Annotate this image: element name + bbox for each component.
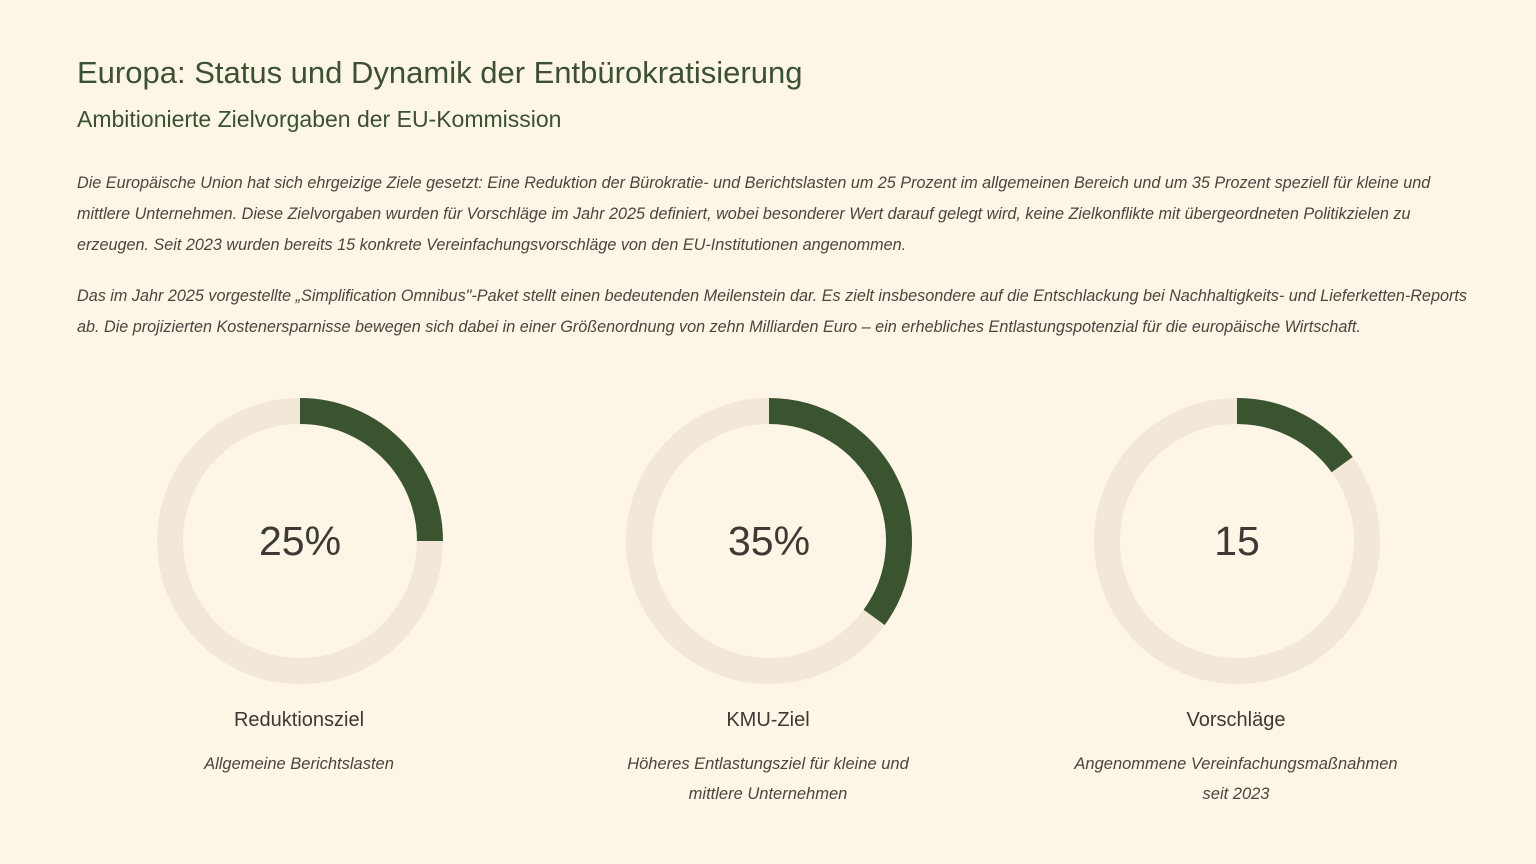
metric-description: Allgemeine Berichtslasten: [204, 755, 394, 773]
intro-paragraph: Die Europäische Union hat sich ehrgeizig…: [77, 174, 1431, 254]
metric-value: 25%: [259, 518, 341, 564]
metric-value: 35%: [728, 518, 810, 564]
metric-value: 15: [1214, 518, 1260, 564]
donut-chart-kmu-ziel: 35%: [626, 398, 912, 684]
metric-description: Angenommene Vereinfachungsmaßnahmen seit…: [1074, 755, 1398, 803]
omnibus-paragraph: Das im Jahr 2025 vorgestellte „Simplific…: [77, 287, 1467, 336]
donut-value-arc: [768, 398, 912, 626]
metric-label: Reduktionsziel: [233, 709, 365, 731]
metric-description: Höheres Entlastungsziel für kleine und m…: [627, 755, 909, 803]
donut-value-arc: [299, 398, 443, 542]
page-title: Europa: Status und Dynamik der Entbürokr…: [77, 55, 803, 90]
donut-value-arc: [1236, 398, 1353, 473]
donut-chart-vorschlaege: 15: [1094, 398, 1380, 684]
metric-label: KMU-Ziel: [726, 709, 810, 731]
donut-chart-reduktionsziel: 25%: [157, 398, 443, 684]
page-subtitle: Ambitionierte Zielvorgaben der EU-Kommis…: [77, 106, 562, 132]
metric-label: Vorschläge: [1186, 709, 1286, 731]
